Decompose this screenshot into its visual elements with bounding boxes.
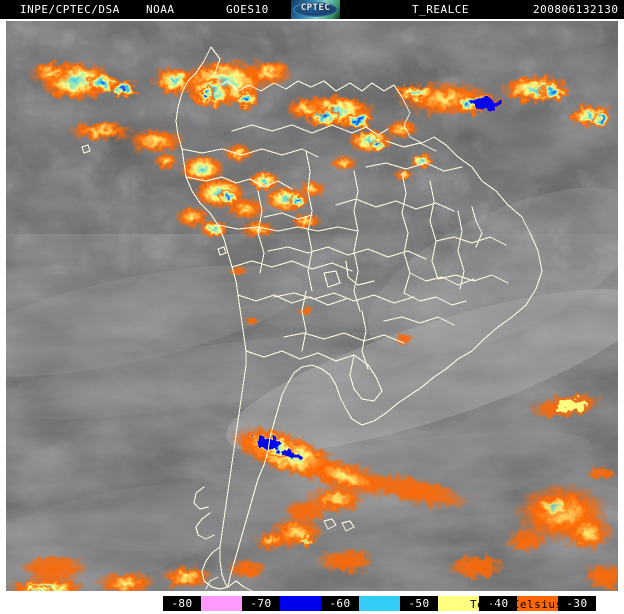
satellite-image-panel xyxy=(5,20,619,592)
colorbar-swatch--70 xyxy=(280,596,321,611)
colorbar-tick--30: -30 xyxy=(558,596,596,611)
colorbar-swatch--40 xyxy=(517,596,558,611)
colorbar-swatch--50 xyxy=(438,596,479,611)
colorbar-tick--80: -80 xyxy=(163,596,201,611)
header-bar: INPE/CPTEC/DSA NOAA GOES10 CPTEC T_REALC… xyxy=(0,0,624,19)
header-timestamp-label: 200806132130 xyxy=(533,3,619,16)
cptec-logo-text: CPTEC xyxy=(300,3,331,13)
colorbar-tick--60: -60 xyxy=(321,596,359,611)
colorbar-tick--50: -50 xyxy=(400,596,438,611)
colorbar-swatch--60 xyxy=(359,596,400,611)
colorbar-tick--70: -70 xyxy=(242,596,280,611)
temperature-colorbar: -80 -70 -60 -50 -40 -30 xyxy=(163,596,596,611)
satellite-imagery xyxy=(6,21,618,591)
colorbar-tick--40: -40 xyxy=(479,596,517,611)
cptec-logo: CPTEC xyxy=(291,0,340,19)
header-platform-label: GOES10 xyxy=(226,3,269,16)
header-product-label: T_REALCE xyxy=(412,3,469,16)
cptec-logo-ellipse xyxy=(293,2,338,17)
image-noise-overlay xyxy=(6,21,618,591)
header-agency-label: INPE/CPTEC/DSA xyxy=(20,3,120,16)
header-satellite-network-label: NOAA xyxy=(146,3,175,16)
colorbar-swatch--80 xyxy=(201,596,242,611)
colorbar-title: Temp. Celsius xyxy=(470,598,563,611)
